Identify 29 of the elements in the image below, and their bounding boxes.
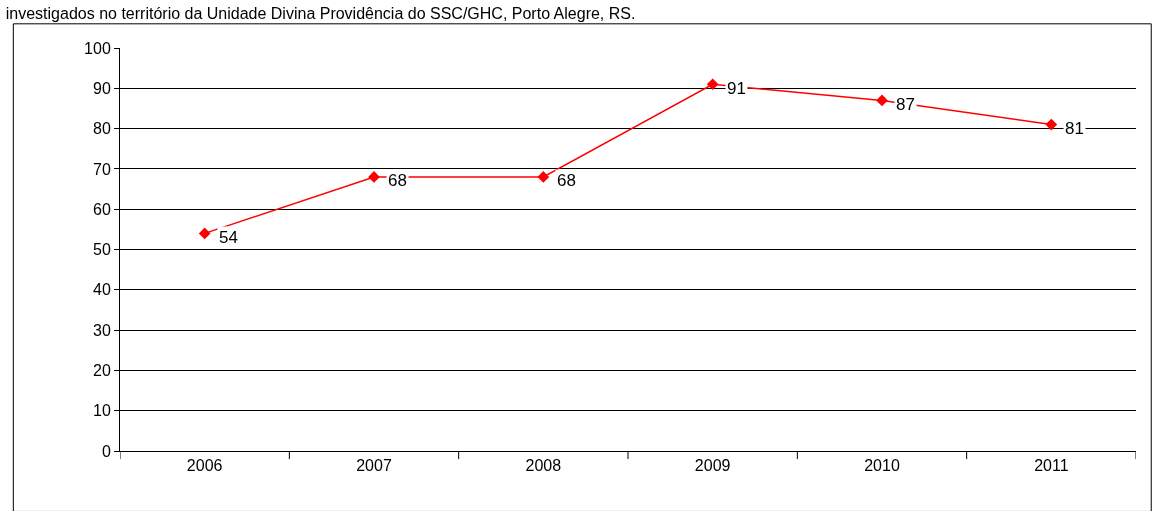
y-tick-label: 30 [93,321,111,339]
x-tick-label: 2008 [525,457,562,475]
y-tick-label: 0 [101,442,111,460]
y-tick-label: 90 [93,79,111,97]
point [1045,118,1058,131]
x-tick-label: 2009 [694,457,731,475]
point [706,78,719,91]
y-tick-label: 50 [93,241,111,259]
point [198,227,211,240]
y-tick-label: 70 [93,160,111,178]
x-tick-label: 2011 [1034,457,1069,475]
point [876,94,888,107]
data-label: 68 [388,171,407,190]
data-label: 81 [1065,119,1084,138]
y-tick-label: 40 [93,281,111,299]
data-label: 68 [557,171,576,190]
data-label: 54 [219,228,238,247]
point [537,171,550,183]
x-tick-label: 2006 [186,457,223,475]
x-tick-label: 2010 [864,457,900,475]
data-label: 87 [896,95,915,114]
data-label: 91 [727,79,746,98]
chart-title: investigados no território da Unidade Divina Providência do SSC/GHC, Porto Alegre, RS. [5,4,636,22]
y-tick-label: 10 [93,402,111,420]
y-tick-label: 80 [93,120,111,138]
y-tick-label: 20 [93,362,111,379]
y-tick-label: 60 [93,200,111,218]
x-tick-label: 2007 [356,457,392,475]
y-tick-label: 100 [84,39,111,57]
